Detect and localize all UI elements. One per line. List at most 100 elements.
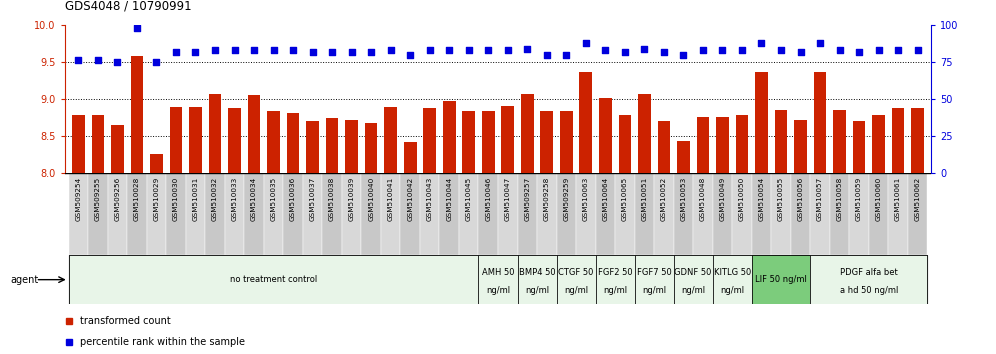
Bar — [225, 173, 244, 255]
Bar — [423, 108, 436, 173]
Text: GDS4048 / 10790991: GDS4048 / 10790991 — [65, 0, 191, 13]
Point — [617, 49, 632, 55]
Bar — [346, 120, 358, 173]
Point — [324, 49, 340, 55]
Text: ng/ml: ng/ml — [720, 286, 744, 295]
Text: GSM510057: GSM510057 — [817, 177, 823, 221]
Bar — [716, 117, 729, 173]
Bar — [580, 72, 593, 173]
Text: GSM509256: GSM509256 — [115, 177, 121, 221]
Text: GSM510033: GSM510033 — [231, 177, 237, 221]
Bar — [713, 173, 732, 255]
Text: GSM510037: GSM510037 — [310, 177, 316, 221]
Bar — [657, 121, 670, 173]
Bar — [420, 173, 439, 255]
Bar — [736, 115, 748, 173]
Bar — [439, 173, 459, 255]
Text: FGF7 50: FGF7 50 — [636, 268, 671, 277]
Point — [364, 49, 379, 55]
Text: GSM510050: GSM510050 — [739, 177, 745, 221]
Text: GSM510058: GSM510058 — [837, 177, 843, 221]
Point — [890, 47, 906, 53]
Bar — [888, 173, 907, 255]
Text: GSM510056: GSM510056 — [798, 177, 804, 221]
Bar — [380, 173, 400, 255]
Point — [148, 59, 164, 65]
Text: GSM510035: GSM510035 — [271, 177, 277, 221]
Bar — [205, 173, 225, 255]
Bar — [616, 173, 634, 255]
Point — [266, 47, 282, 53]
Bar — [462, 111, 475, 173]
Bar — [112, 125, 124, 173]
Point — [285, 47, 301, 53]
Point — [421, 47, 437, 53]
Bar — [677, 142, 690, 173]
Bar — [755, 72, 768, 173]
Bar — [771, 173, 791, 255]
Text: GSM510062: GSM510062 — [914, 177, 920, 221]
Bar — [907, 173, 927, 255]
Bar — [459, 173, 478, 255]
Point — [128, 25, 145, 30]
Point — [695, 47, 711, 53]
Bar — [264, 173, 283, 255]
Text: GSM510045: GSM510045 — [466, 177, 472, 221]
Text: GSM510061: GSM510061 — [895, 177, 901, 221]
Point — [636, 46, 652, 51]
Text: LIF 50 ng/ml: LIF 50 ng/ml — [755, 275, 807, 284]
Bar — [342, 173, 362, 255]
Point — [754, 40, 770, 45]
Bar — [248, 95, 260, 173]
Text: ng/ml: ng/ml — [564, 286, 588, 295]
Text: GSM510065: GSM510065 — [622, 177, 627, 221]
Bar — [498, 173, 518, 255]
Point — [344, 49, 360, 55]
Text: ng/ml: ng/ml — [486, 286, 510, 295]
Text: GSM510044: GSM510044 — [446, 177, 452, 221]
Text: GSM510042: GSM510042 — [407, 177, 413, 221]
Point — [305, 49, 321, 55]
Text: GSM510030: GSM510030 — [173, 177, 179, 221]
Text: GSM510031: GSM510031 — [192, 177, 198, 221]
Bar — [693, 173, 713, 255]
Point — [812, 40, 828, 45]
Text: GSM510048: GSM510048 — [700, 177, 706, 221]
Text: KITLG 50: KITLG 50 — [713, 268, 751, 277]
Bar — [189, 107, 202, 173]
Bar — [911, 108, 924, 173]
Text: GSM510063: GSM510063 — [583, 177, 589, 221]
Text: GSM510055: GSM510055 — [778, 177, 784, 221]
Bar — [326, 118, 339, 173]
Bar — [732, 173, 752, 255]
Bar — [557, 173, 576, 255]
Text: GSM509255: GSM509255 — [95, 177, 101, 221]
Bar — [830, 173, 850, 255]
Bar — [673, 255, 713, 304]
Point — [832, 47, 848, 53]
Bar — [185, 173, 205, 255]
Point — [578, 40, 594, 45]
Text: GSM509259: GSM509259 — [564, 177, 570, 221]
Text: GSM510059: GSM510059 — [856, 177, 863, 221]
Bar — [752, 255, 811, 304]
Bar — [560, 111, 573, 173]
Text: no treatment control: no treatment control — [230, 275, 317, 284]
Text: percentile rank within the sample: percentile rank within the sample — [80, 337, 245, 347]
Bar — [775, 109, 787, 173]
Bar — [384, 107, 397, 173]
Bar — [834, 109, 846, 173]
Text: GSM510039: GSM510039 — [349, 177, 355, 221]
Bar — [209, 94, 221, 173]
Text: GSM510043: GSM510043 — [426, 177, 432, 221]
Text: transformed count: transformed count — [80, 316, 170, 326]
Text: GDNF 50: GDNF 50 — [674, 268, 712, 277]
Bar — [673, 173, 693, 255]
Point — [598, 47, 614, 53]
Text: CTGF 50: CTGF 50 — [559, 268, 594, 277]
Bar — [400, 173, 420, 255]
Bar — [638, 94, 650, 173]
Text: GSM510064: GSM510064 — [603, 177, 609, 221]
Text: GSM510032: GSM510032 — [212, 177, 218, 221]
Bar — [362, 173, 380, 255]
